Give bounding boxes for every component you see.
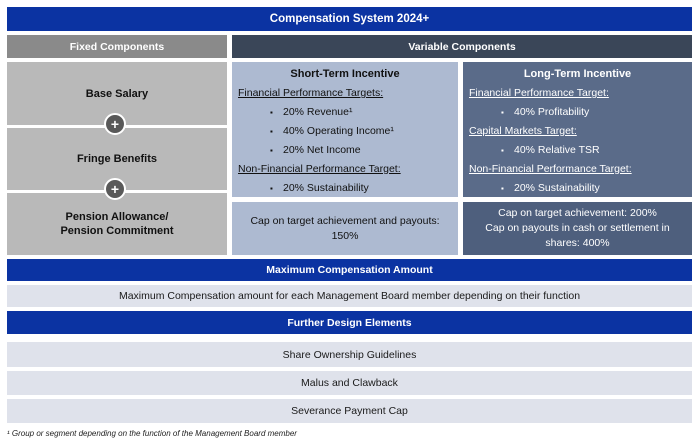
further-design-row: Share Ownership Guidelines xyxy=(7,342,692,367)
lti-item-label: 20% Sustainability xyxy=(514,182,600,194)
further-design-row: Malus and Clawback xyxy=(7,371,692,395)
fixed-components-header: Fixed Components xyxy=(7,35,227,58)
fringe-benefits-box: Fringe Benefits xyxy=(7,128,227,190)
long-term-incentive-box: Long-Term Incentive Financial Performanc… xyxy=(463,62,692,197)
lti-item-label: 40% Relative TSR xyxy=(514,144,600,156)
sti-bullet-item: ▪ 40% Operating Income¹ xyxy=(232,122,458,141)
sti-section-heading: Financial Performance Targets: xyxy=(238,87,384,99)
bullet-icon: ▪ xyxy=(501,108,504,117)
sti-item-label: 40% Operating Income¹ xyxy=(283,125,394,137)
sti-item-label: 20% Revenue¹ xyxy=(283,106,353,118)
bullet-icon: ▪ xyxy=(270,146,273,155)
maximum-compensation-header: Maximum Compensation Amount xyxy=(7,259,692,281)
plus-icon: + xyxy=(104,113,126,135)
lti-bullet-item: ▪ 40% Relative TSR xyxy=(463,141,692,160)
lti-item-label: 40% Profitability xyxy=(514,106,590,118)
page-title: Compensation System 2024+ xyxy=(7,7,692,31)
sti-bullet-item: ▪ 20% Revenue¹ xyxy=(232,103,458,122)
bullet-icon: ▪ xyxy=(501,146,504,155)
sti-title: Short-Term Incentive xyxy=(290,68,400,80)
lti-title: Long-Term Incentive xyxy=(523,68,632,80)
bullet-icon: ▪ xyxy=(270,127,273,136)
sti-bullet-item: ▪ 20% Sustainability xyxy=(232,179,458,198)
sti-bullet-item: ▪ 20% Net Income xyxy=(232,141,458,160)
further-design-row: Severance Payment Cap xyxy=(7,399,692,423)
sti-item-label: 20% Net Income xyxy=(283,144,361,156)
sti-cap-box: Cap on target achievement and payouts: 1… xyxy=(232,202,458,255)
lti-bullet-item: ▪ 20% Sustainability xyxy=(463,179,692,198)
plus-icon: + xyxy=(104,178,126,200)
lti-section-heading: Non-Financial Performance Target: xyxy=(469,163,632,175)
footnote: ¹ Group or segment depending on the func… xyxy=(7,429,297,438)
lti-section-heading: Financial Performance Target: xyxy=(469,87,609,99)
lti-cap-box: Cap on target achievement: 200% Cap on p… xyxy=(463,202,692,255)
variable-components-header: Variable Components xyxy=(232,35,692,58)
bullet-icon: ▪ xyxy=(270,108,273,117)
lti-section-heading: Capital Markets Target: xyxy=(469,125,577,137)
maximum-compensation-body: Maximum Compensation amount for each Man… xyxy=(7,285,692,307)
bullet-icon: ▪ xyxy=(270,184,273,193)
sti-item-label: 20% Sustainability xyxy=(283,182,369,194)
pension-box: Pension Allowance/ Pension Commitment xyxy=(7,193,227,255)
sti-section-heading: Non-Financial Performance Target: xyxy=(238,163,401,175)
further-design-elements-header: Further Design Elements xyxy=(7,311,692,334)
lti-bullet-item: ▪ 40% Profitability xyxy=(463,103,692,122)
bullet-icon: ▪ xyxy=(501,184,504,193)
short-term-incentive-box: Short-Term Incentive Financial Performan… xyxy=(232,62,458,197)
